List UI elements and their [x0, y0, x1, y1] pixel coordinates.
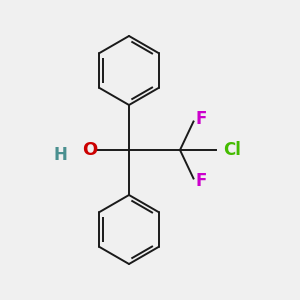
Text: F: F: [195, 172, 207, 190]
Text: Cl: Cl: [224, 141, 242, 159]
Text: O: O: [82, 141, 98, 159]
Text: H: H: [53, 146, 67, 164]
Text: F: F: [195, 110, 207, 128]
